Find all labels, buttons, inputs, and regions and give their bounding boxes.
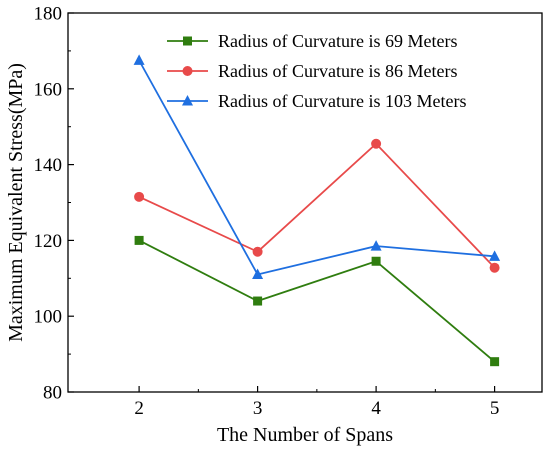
y-tick-label: 160 (34, 79, 63, 100)
y-tick-label: 80 (43, 383, 62, 404)
x-tick-label: 2 (134, 398, 144, 419)
series-3-point (133, 54, 145, 65)
x-axis-title: The Number of Spans (217, 424, 393, 446)
series-1-point (490, 357, 500, 367)
series-1-point (134, 235, 144, 245)
plot-area: 80 100 120 140 160 180 2 3 4 5 (34, 4, 543, 419)
legend-marker-1 (183, 36, 192, 46)
series-2-point (252, 246, 263, 257)
series-line-1 (138, 239, 496, 363)
legend-label-2: Radius of Curvature is 86 Meters (218, 61, 457, 81)
y-tick-label: 100 (34, 307, 63, 328)
x-tick-label: 5 (490, 398, 500, 419)
y-tick-label: 140 (34, 155, 63, 176)
legend: Radius of Curvature is 69 Meters Radius o… (167, 31, 466, 111)
series-3-point (370, 240, 382, 251)
series-1-point (371, 256, 381, 266)
y-tick-label: 180 (34, 4, 63, 25)
y-tick-label: 120 (34, 231, 63, 252)
y-axis-title: Maximum Equivalent Stress(MPa) (5, 63, 27, 342)
legend-marker-3 (182, 95, 193, 106)
x-tick-label: 4 (371, 398, 381, 419)
series-1-point (253, 296, 263, 306)
legend-label-3: Radius of Curvature is 103 Meters (218, 91, 466, 111)
series-line-2 (138, 142, 496, 269)
legend-label-1: Radius of Curvature is 69 Meters (218, 31, 457, 51)
series-line-3 (138, 59, 495, 276)
series-2-point (371, 138, 382, 149)
series-3-point (489, 250, 501, 261)
series-2-point (489, 262, 500, 273)
legend-marker-2 (182, 66, 193, 76)
series-3-point (252, 268, 264, 280)
series-2-point (134, 191, 145, 202)
x-tick-label: 3 (253, 398, 263, 419)
